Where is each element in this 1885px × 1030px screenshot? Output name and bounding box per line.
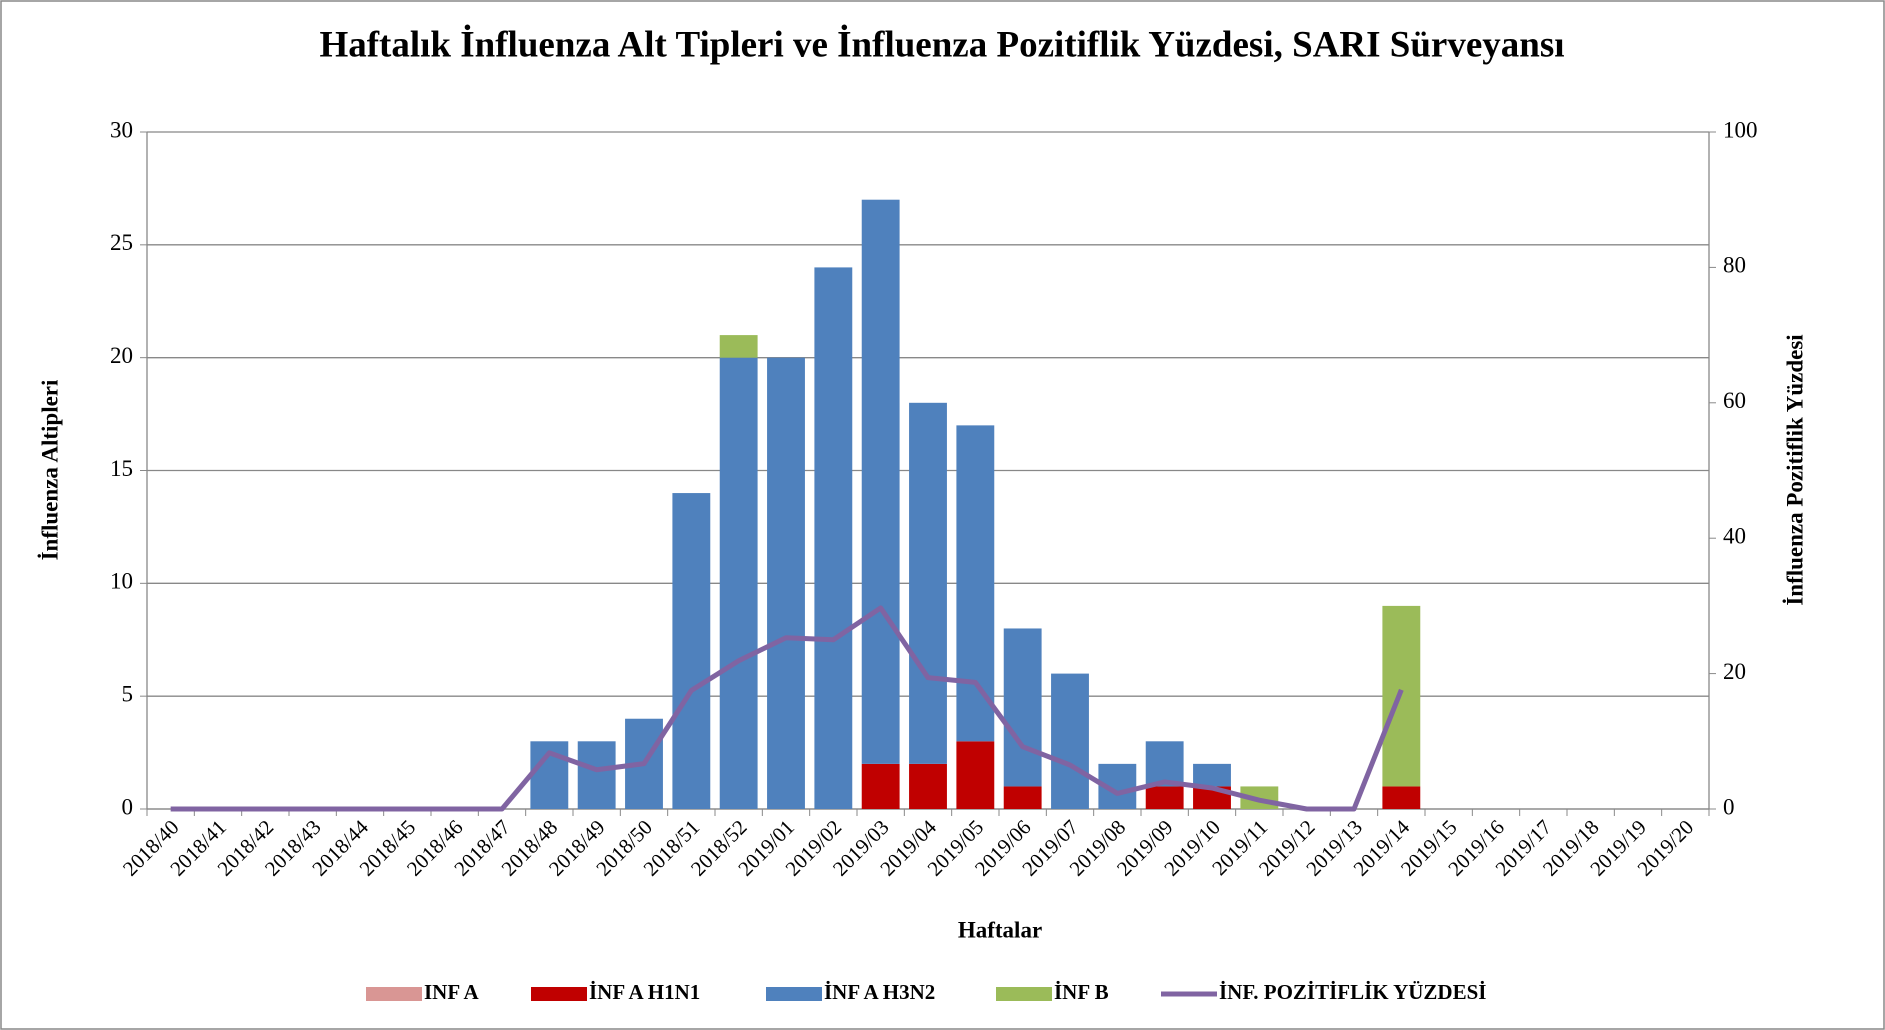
bar — [861, 199, 900, 764]
bar — [956, 741, 995, 809]
y2-tick-label: 100 — [1723, 117, 1758, 142]
y-tick-label: 15 — [110, 456, 133, 481]
legend-label: İNF A H1N1 — [589, 980, 700, 1004]
chart-title: Haftalık İnfluenza Alt Tipleri ve İnflue… — [319, 23, 1564, 65]
legend-label: INF A — [424, 980, 479, 1004]
legend-swatch — [766, 987, 822, 1001]
legend-swatch — [531, 987, 587, 1001]
bar — [1145, 741, 1184, 787]
bar — [909, 402, 947, 764]
y-tick-label: 5 — [122, 681, 134, 706]
y2-tick-label: 20 — [1723, 659, 1746, 684]
legend-label: İNF A H3N2 — [824, 980, 935, 1004]
legend-label: İNF. POZİTİFLİK YÜZDESİ — [1219, 980, 1486, 1004]
bar — [956, 425, 995, 742]
bar — [814, 267, 853, 809]
bar — [1051, 673, 1089, 809]
bar — [577, 741, 616, 809]
bar — [861, 763, 900, 809]
legend-label: İNF B — [1054, 980, 1109, 1004]
y-tick-label: 25 — [110, 230, 133, 255]
bar — [1003, 628, 1042, 787]
legend-swatch — [996, 987, 1052, 1001]
line — [170, 605, 1404, 812]
y2-tick-label: 60 — [1723, 388, 1746, 413]
bar — [672, 493, 711, 809]
y2-tick-label: 80 — [1723, 253, 1746, 278]
y-tick-label: 0 — [122, 794, 134, 819]
bar — [719, 335, 758, 358]
y-axis-label: İnfluenza Altipleri — [37, 379, 62, 560]
y-tick-label: 20 — [110, 343, 133, 368]
y2-tick-label: 40 — [1723, 523, 1746, 548]
y2-tick-label: 0 — [1723, 794, 1735, 819]
x-axis-label: Haftalar — [958, 917, 1042, 942]
bar — [1193, 763, 1231, 787]
y-tick-label: 30 — [110, 117, 133, 142]
y-tick-label: 10 — [110, 569, 133, 594]
legend-swatch — [366, 987, 422, 1001]
bar — [909, 763, 947, 809]
bar — [1145, 786, 1184, 809]
bar — [1382, 786, 1421, 809]
bar — [719, 357, 758, 809]
bar — [767, 357, 805, 809]
bar — [1003, 786, 1042, 809]
y2-axis-label: İnfluenza Pozitiflik Yüzdesi — [1782, 334, 1807, 606]
